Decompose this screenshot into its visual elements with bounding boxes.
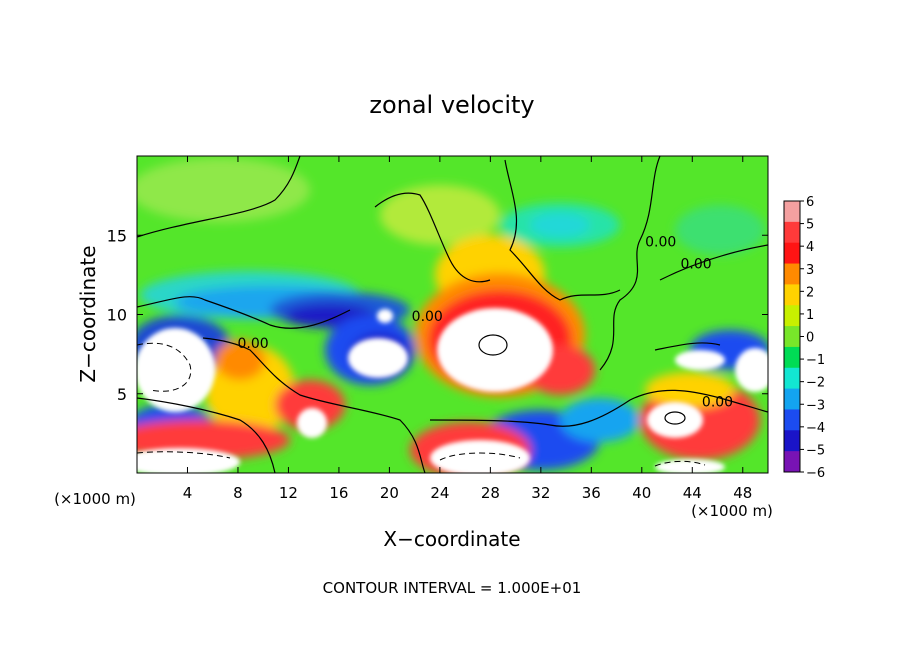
colorbar-swatch — [784, 284, 800, 306]
x-tick-label: 12 — [279, 484, 298, 502]
colorbar-label: −6 — [806, 466, 825, 481]
colorbar: 6 5 4 3 2 1 0 −1 −2 −3 −4 −5 −6 — [783, 195, 825, 481]
y-tick-label: 10 — [107, 306, 127, 325]
contour-label: 0.00 — [680, 257, 711, 273]
colorbar-label: −2 — [806, 376, 825, 391]
colorbar-label: 1 — [806, 308, 814, 323]
colorbar-swatch — [784, 451, 800, 473]
x-axis: 4 8 12 16 20 24 28 32 36 40 44 48 — [183, 156, 752, 502]
colorbar-label: 2 — [806, 285, 814, 300]
colorbar-label: 3 — [806, 263, 814, 278]
x-tick-label: 32 — [531, 484, 550, 502]
x-tick-label: 4 — [183, 484, 193, 502]
colorbar-label: −4 — [806, 421, 825, 436]
colorbar-swatch — [784, 242, 800, 265]
colorbar-label: 6 — [806, 195, 814, 210]
contour-label: 0.00 — [702, 394, 733, 410]
colorbar-swatch — [784, 367, 800, 390]
contour-label: 0.00 — [412, 309, 443, 325]
velocity-field — [137, 156, 768, 473]
colorbar-swatch — [784, 326, 800, 348]
colorbar-label: −5 — [806, 443, 825, 458]
y-tick-label: 15 — [107, 226, 127, 245]
x-tick-label: 48 — [733, 484, 752, 502]
x-tick-label: 8 — [233, 484, 243, 502]
x-tick-label: 44 — [683, 484, 702, 502]
x-axis-label: X−coordinate — [383, 527, 520, 551]
x-tick-label: 36 — [582, 484, 601, 502]
colorbar-swatch — [784, 346, 800, 369]
colorbar-label: −3 — [806, 398, 825, 413]
y-axis-label: Z−coordinate — [76, 245, 100, 382]
colorbar-swatch — [784, 409, 800, 431]
y-axis: 5 10 15 — [107, 226, 768, 404]
colorbar-swatch — [784, 263, 800, 285]
colorbar-swatch — [784, 201, 800, 223]
y-tick-label: 5 — [117, 385, 127, 404]
colorbar-swatch — [784, 430, 800, 452]
x-tick-label: 20 — [380, 484, 399, 502]
colorbar-swatch — [784, 221, 800, 244]
chart-title: zonal velocity — [369, 91, 534, 119]
colorbar-swatch — [784, 305, 800, 327]
contour-label: 0.00 — [645, 234, 676, 250]
colorbar-label: 4 — [806, 240, 814, 255]
colorbar-label: 5 — [806, 218, 814, 233]
x-unit-left: (×1000 m) — [54, 490, 136, 508]
x-unit-right: (×1000 m) — [691, 502, 773, 520]
contour-label: 0.00 — [238, 336, 269, 352]
x-tick-label: 28 — [481, 484, 500, 502]
x-tick-label: 16 — [329, 484, 348, 502]
x-tick-label: 40 — [632, 484, 651, 502]
contour-labels: 0.000.000.000.000.00 — [238, 234, 734, 410]
colorbar-label: −1 — [806, 353, 825, 368]
colorbar-swatch — [784, 388, 800, 410]
colorbar-label: 0 — [806, 331, 814, 346]
contour-interval-note: CONTOUR INTERVAL = 1.000E+01 — [323, 579, 582, 597]
x-tick-label: 24 — [430, 484, 449, 502]
